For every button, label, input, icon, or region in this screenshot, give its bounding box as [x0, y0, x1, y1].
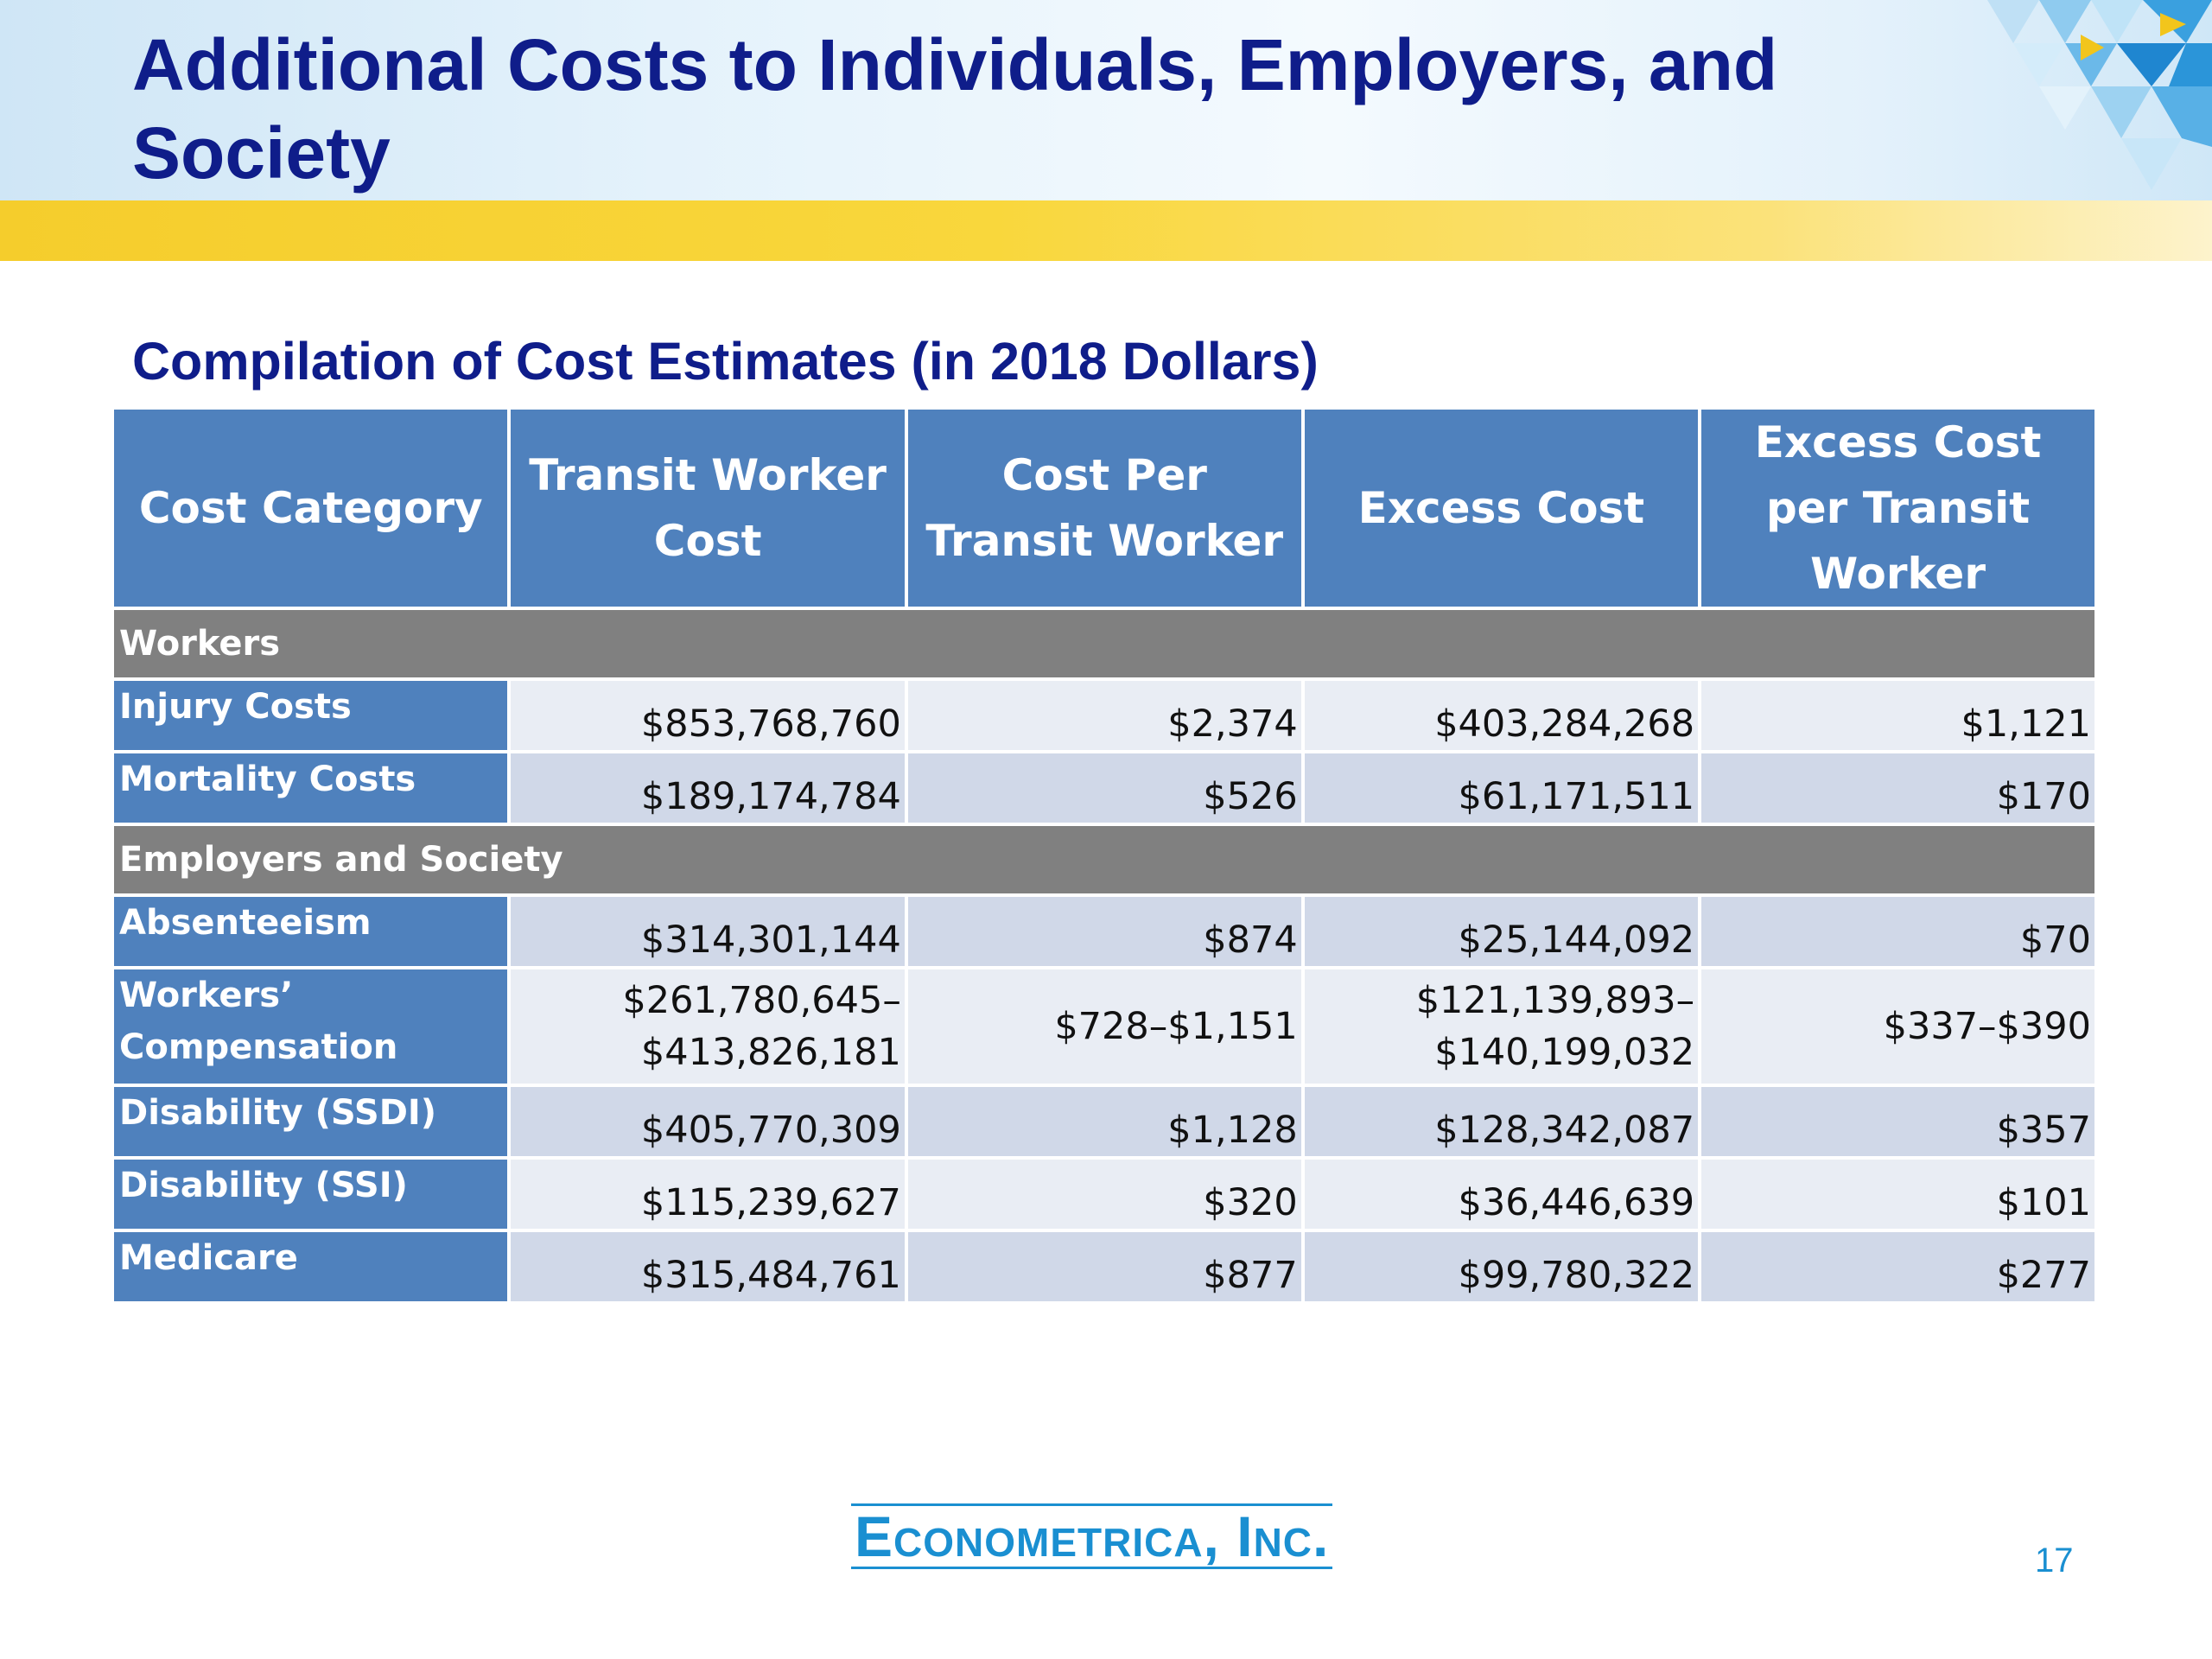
geometric-pattern-decoration	[1987, 0, 2212, 190]
cell-transit-worker-cost: $314,301,144	[511, 897, 905, 966]
cell-excess-cost-per-worker: $1,121	[1701, 681, 2094, 750]
cost-estimates-table: Cost Category Transit Worker Cost Cost P…	[111, 406, 2098, 1305]
cell-excess-cost-per-worker: $277	[1701, 1232, 2094, 1301]
cell-excess-cost: $403,284,268	[1304, 681, 1699, 750]
header-cost-per-transit-worker: Cost Per Transit Worker	[907, 410, 1301, 607]
table-row: Medicare $315,484,761 $877 $99,780,322 $…	[114, 1232, 2094, 1301]
section-row-employers-society: Employers and Society	[114, 826, 2094, 893]
cell-cost-per-worker: $2,374	[907, 681, 1301, 750]
cell-excess-cost-per-worker: $170	[1701, 753, 2094, 823]
cell-cost-per-worker: $728–$1,151	[907, 969, 1301, 1084]
section-row-workers: Workers	[114, 610, 2094, 677]
cell-excess-cost-per-worker: $70	[1701, 897, 2094, 966]
cell-cost-per-worker: $877	[907, 1232, 1301, 1301]
row-category: Workers’ Compensation	[114, 969, 508, 1084]
table-subtitle: Compilation of Cost Estimates (in 2018 D…	[132, 332, 1319, 391]
section-label: Employers and Society	[114, 826, 2094, 893]
cell-excess-cost: $128,342,087	[1304, 1087, 1699, 1156]
econometrica-logo: Econometrica, Inc.	[851, 1503, 1333, 1569]
cell-excess-cost-per-worker: $101	[1701, 1160, 2094, 1229]
cell-transit-worker-cost: $853,768,760	[511, 681, 905, 750]
cell-excess-cost: $25,144,092	[1304, 897, 1699, 966]
table-row: Injury Costs $853,768,760 $2,374 $403,28…	[114, 681, 2094, 750]
cell-transit-worker-cost: $315,484,761	[511, 1232, 905, 1301]
cell-cost-per-worker: $526	[907, 753, 1301, 823]
header-cost-category: Cost Category	[114, 410, 508, 607]
slide-title: Additional Costs to Individuals, Employe…	[132, 24, 1778, 194]
cell-cost-per-worker: $874	[907, 897, 1301, 966]
table-row: Disability (SSDI) $405,770,309 $1,128 $1…	[114, 1087, 2094, 1156]
cell-transit-worker-cost: $115,239,627	[511, 1160, 905, 1229]
row-category: Mortality Costs	[114, 753, 508, 823]
row-category: Absenteeism	[114, 897, 508, 966]
cell-cost-per-worker: $320	[907, 1160, 1301, 1229]
cell-excess-cost: $99,780,322	[1304, 1232, 1699, 1301]
row-category: Medicare	[114, 1232, 508, 1301]
cell-transit-worker-cost: $261,780,645–$413,826,181	[511, 969, 905, 1084]
yellow-accent-stripe	[0, 200, 2212, 261]
row-category: Injury Costs	[114, 681, 508, 750]
cell-excess-cost-per-worker: $337–$390	[1701, 969, 2094, 1084]
page-number: 17	[2035, 1541, 2074, 1580]
table-row: Absenteeism $314,301,144 $874 $25,144,09…	[114, 897, 2094, 966]
cell-transit-worker-cost: $405,770,309	[511, 1087, 905, 1156]
cell-excess-cost: $121,139,893–$140,199,032	[1304, 969, 1699, 1084]
header-transit-worker-cost: Transit Worker Cost	[511, 410, 905, 607]
table-row: Disability (SSI) $115,239,627 $320 $36,4…	[114, 1160, 2094, 1229]
table-header-row: Cost Category Transit Worker Cost Cost P…	[114, 410, 2094, 607]
cell-excess-cost: $36,446,639	[1304, 1160, 1699, 1229]
cell-transit-worker-cost: $189,174,784	[511, 753, 905, 823]
title-banner: Additional Costs to Individuals, Employe…	[0, 0, 2212, 200]
header-excess-cost: Excess Cost	[1304, 410, 1699, 607]
header-excess-cost-per-worker: Excess Cost per Transit Worker	[1701, 410, 2094, 607]
table-row: Mortality Costs $189,174,784 $526 $61,17…	[114, 753, 2094, 823]
cell-excess-cost-per-worker: $357	[1701, 1087, 2094, 1156]
cell-cost-per-worker: $1,128	[907, 1087, 1301, 1156]
section-label: Workers	[114, 610, 2094, 677]
table-row: Workers’ Compensation $261,780,645–$413,…	[114, 969, 2094, 1084]
row-category: Disability (SSI)	[114, 1160, 508, 1229]
cell-excess-cost: $61,171,511	[1304, 753, 1699, 823]
row-category: Disability (SSDI)	[114, 1087, 508, 1156]
